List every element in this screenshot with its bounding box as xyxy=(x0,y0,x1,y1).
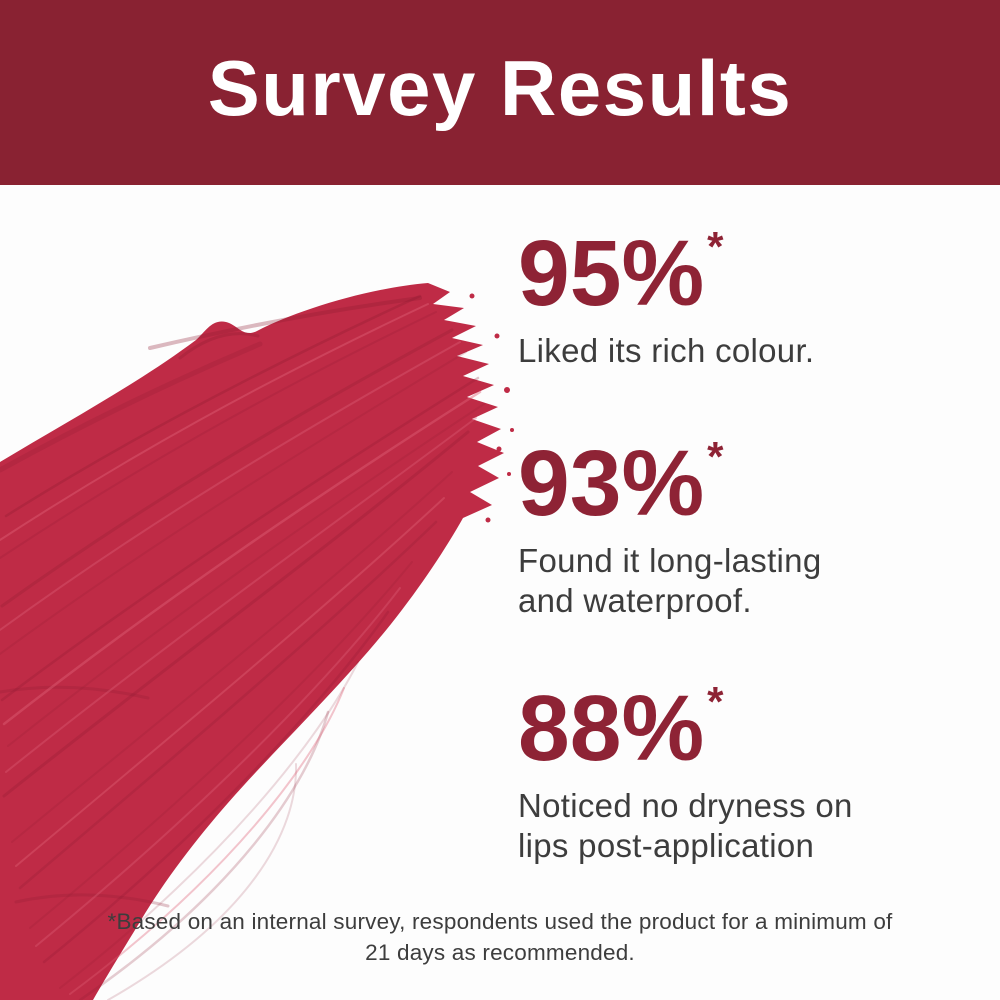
stat-value: 95%* xyxy=(518,226,938,320)
page-title: Survey Results xyxy=(207,44,793,132)
asterisk-superscript: * xyxy=(707,433,724,480)
stat-label-line: Found it long-lasting xyxy=(518,542,822,580)
asterisk-superscript: * xyxy=(707,678,724,725)
stat-item-no-dryness: 88%* Noticed no dryness on lips post-app… xyxy=(518,681,938,867)
stat-label: Noticed no dryness on lips post-applicat… xyxy=(518,786,938,867)
stat-percentage: 93% xyxy=(518,431,705,535)
stat-label-line: Liked its rich colour. xyxy=(518,332,815,370)
stat-label-line: and waterproof. xyxy=(518,582,752,620)
lipstick-smear-shape xyxy=(0,283,504,1000)
header-banner: Survey Results xyxy=(0,0,1000,185)
stat-percentage: 88% xyxy=(518,676,705,780)
stat-label-line: Noticed no dryness on xyxy=(518,787,853,825)
disclaimer-footnote: *Based on an internal survey, respondent… xyxy=(0,906,1000,968)
stat-value: 88%* xyxy=(518,681,938,775)
stat-label-line: lips post-application xyxy=(518,827,815,865)
stat-value: 93%* xyxy=(518,436,938,530)
stat-label: Found it long-lasting and waterproof. xyxy=(518,541,938,622)
stat-item-long-lasting: 93%* Found it long-lasting and waterproo… xyxy=(518,436,938,622)
stat-label: Liked its rich colour. xyxy=(518,331,938,371)
stat-item-rich-colour: 95%* Liked its rich colour. xyxy=(518,226,938,371)
brush-streaks-light xyxy=(0,303,482,995)
asterisk-superscript: * xyxy=(707,223,724,270)
disclaimer-line: 21 days as recommended. xyxy=(365,940,635,966)
stat-percentage: 95% xyxy=(518,221,705,325)
disclaimer-line: *Based on an internal survey, respondent… xyxy=(107,909,893,934)
bristle-specks xyxy=(469,293,514,523)
brush-streaks-dark xyxy=(0,294,485,1000)
